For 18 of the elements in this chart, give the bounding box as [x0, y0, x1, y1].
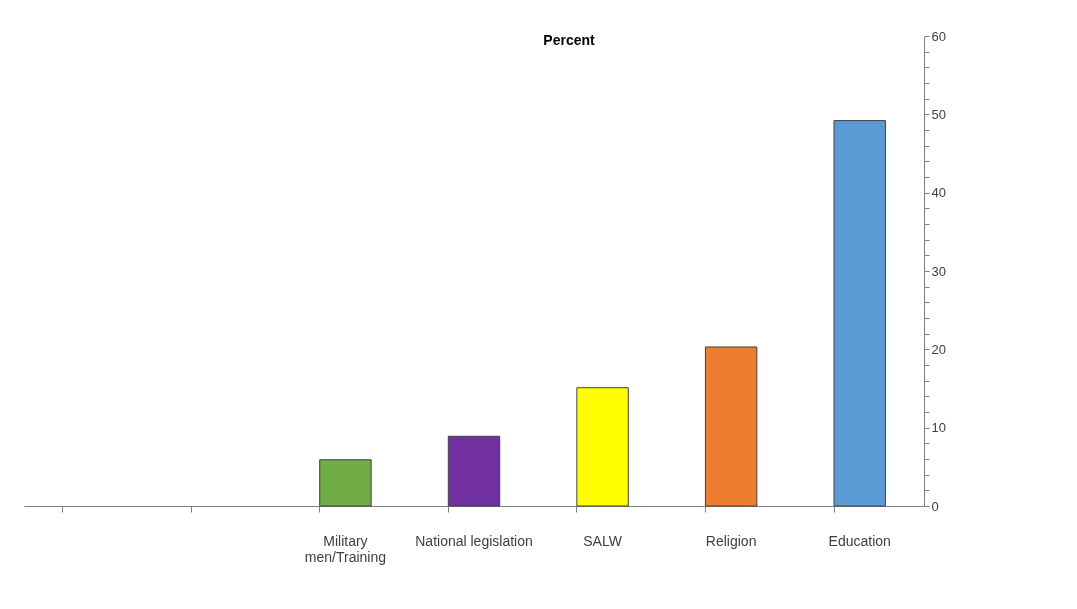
x-tick-label: Military men/Training [304, 532, 387, 565]
y-tick-label: 60 [931, 28, 946, 44]
y-tick-label: 20 [931, 341, 946, 357]
y-tick-label: 30 [931, 263, 946, 279]
bar [704, 346, 758, 507]
x-tick-label: National legislation [415, 532, 533, 549]
y-tick-label: 0 [931, 498, 939, 514]
x-tick-label: SALW [583, 532, 623, 549]
bar [447, 435, 501, 507]
x-tick-label: Religion [705, 532, 757, 549]
y-tick-label: 10 [931, 420, 946, 436]
y-tick-label: 40 [931, 185, 946, 201]
bar [833, 120, 886, 507]
bar [576, 387, 629, 507]
chart-title: Percent [543, 32, 596, 48]
y-tick-label: 50 [931, 106, 946, 122]
x-tick-label: Education [828, 532, 891, 549]
bar [319, 459, 372, 507]
